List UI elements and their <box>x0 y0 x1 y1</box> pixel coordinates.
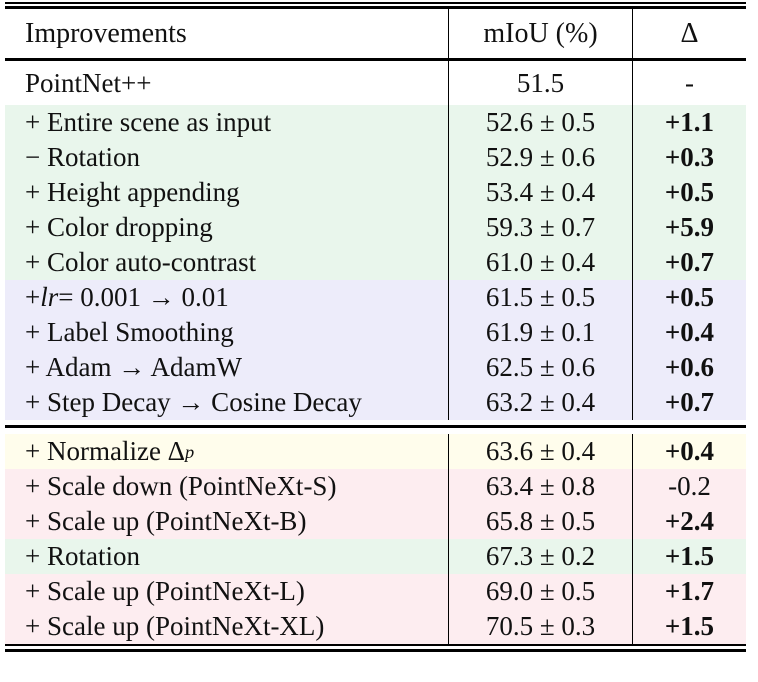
bottom-rule <box>5 644 746 652</box>
section-divider <box>5 420 746 434</box>
table-row: + Scale up (PointNeXt-XL) 70.5 ± 0.3 +1.5 <box>5 609 746 644</box>
miou-value: 61.0 ± 0.4 <box>448 245 632 280</box>
improvement-label: + Scale down (PointNeXt-S) <box>25 471 337 501</box>
label-fragment: lr <box>40 282 59 312</box>
delta-value: +1.5 <box>632 609 746 644</box>
column-header-delta: Δ <box>632 9 746 58</box>
miou-value: 52.9 ± 0.6 <box>448 140 632 175</box>
improvement-label: + Scale up (PointNeXt-XL) <box>25 611 325 641</box>
table-row: + lr = 0.001 → 0.01 61.5 ± 0.5 +0.5 <box>5 280 746 315</box>
ablation-table: Improvements mIoU (%) Δ PointNet++ 51.5- +… <box>5 2 746 652</box>
table-row: + Adam → AdamW 62.5 ± 0.6 +0.6 <box>5 350 746 385</box>
label-fragment: = 0.001 → 0.01 <box>58 282 229 312</box>
improvement-label: + Rotation <box>25 541 140 571</box>
delta-value: +0.5 <box>632 280 746 315</box>
improvement-label: + Step Decay → Cosine Decay <box>25 387 362 417</box>
table-row: + Scale up (PointNeXt-B) 65.8 ± 0.5 +2.4 <box>5 504 746 539</box>
delta-value: - <box>632 61 746 105</box>
improvement-label: + Color dropping <box>25 212 213 242</box>
miou-value: 69.0 ± 0.5 <box>448 574 632 609</box>
table-row: + Scale up (PointNeXt-L) 69.0 ± 0.5 +1.7 <box>5 574 746 609</box>
miou-value: 61.9 ± 0.1 <box>448 315 632 350</box>
miou-value: 53.4 ± 0.4 <box>448 175 632 210</box>
miou-value: 63.4 ± 0.8 <box>448 469 632 504</box>
miou-value: 70.5 ± 0.3 <box>448 609 632 644</box>
delta-value: +2.4 <box>632 504 746 539</box>
improvement-label: + Scale up (PointNeXt-B) <box>25 506 307 536</box>
table-row: + Height appending 53.4 ± 0.4 +0.5 <box>5 175 746 210</box>
improvement-label: + Adam → AdamW <box>25 352 242 382</box>
delta-value: +0.4 <box>632 315 746 350</box>
table-body: PointNet++ 51.5- + Entire scene as input 52… <box>5 61 746 644</box>
delta-value: +0.5 <box>632 175 746 210</box>
improvement-label: + Color auto-contrast <box>25 247 257 277</box>
table-row: − Rotation 52.9 ± 0.6 +0.3 <box>5 140 746 175</box>
table-row: + Step Decay → Cosine Decay 63.2 ± 0.4 +0.… <box>5 385 746 420</box>
table-row: + Label Smoothing 61.9 ± 0.1 +0.4 <box>5 315 746 350</box>
delta-value: +0.6 <box>632 350 746 385</box>
delta-value: +1.7 <box>632 574 746 609</box>
header-rule <box>5 58 746 61</box>
delta-value: +1.1 <box>632 105 746 140</box>
top-rule <box>5 2 746 9</box>
miou-value: 62.5 ± 0.6 <box>448 350 632 385</box>
delta-value: +5.9 <box>632 210 746 245</box>
improvement-label: + Height appending <box>25 177 240 207</box>
label-fragment: + Normalize Δ <box>25 436 186 466</box>
miou-value: 65.8 ± 0.5 <box>448 504 632 539</box>
delta-value: +0.3 <box>632 140 746 175</box>
miou-value: 61.5 ± 0.5 <box>448 280 632 315</box>
column-header-miou: mIoU (%) <box>448 9 632 58</box>
table-row: + Color auto-contrast 61.0 ± 0.4 +0.7 <box>5 245 746 280</box>
column-header-improvements: Improvements <box>25 17 187 49</box>
section-rule <box>5 425 746 428</box>
miou-value: 51.5 <box>448 61 632 105</box>
delta-value: +0.4 <box>632 434 746 469</box>
miou-value: 59.3 ± 0.7 <box>448 210 632 245</box>
delta-value: -0.2 <box>632 469 746 504</box>
improvement-label: + Entire scene as input <box>25 107 272 137</box>
miou-value: 67.3 ± 0.2 <box>448 539 632 574</box>
miou-value: 52.6 ± 0.5 <box>448 105 632 140</box>
improvement-label: + Scale up (PointNeXt-L) <box>25 576 305 606</box>
label-fragment: + <box>25 282 41 312</box>
miou-value: 63.6 ± 0.4 <box>448 434 632 469</box>
improvement-label: + lr = 0.001 → 0.01 <box>5 280 448 315</box>
delta-value: +1.5 <box>632 539 746 574</box>
table-row: + Color dropping 59.3 ± 0.7 +5.9 <box>5 210 746 245</box>
delta-value: +0.7 <box>632 245 746 280</box>
improvement-label: + Label Smoothing <box>25 317 234 347</box>
table-header-row: Improvements mIoU (%) Δ <box>5 9 746 58</box>
delta-value: +0.7 <box>632 385 746 420</box>
table-row: PointNet++ 51.5- <box>5 61 746 105</box>
miou-value: 63.2 ± 0.4 <box>448 385 632 420</box>
table-row: + Entire scene as input 52.6 ± 0.5 +1.1 <box>5 105 746 140</box>
table-row: + Scale down (PointNeXt-S) 63.4 ± 0.8 -0.2 <box>5 469 746 504</box>
table-row: + Rotation 67.3 ± 0.2 +1.5 <box>5 539 746 574</box>
improvement-label: − Rotation <box>25 142 140 172</box>
improvement-label: PointNet++ <box>25 67 152 98</box>
